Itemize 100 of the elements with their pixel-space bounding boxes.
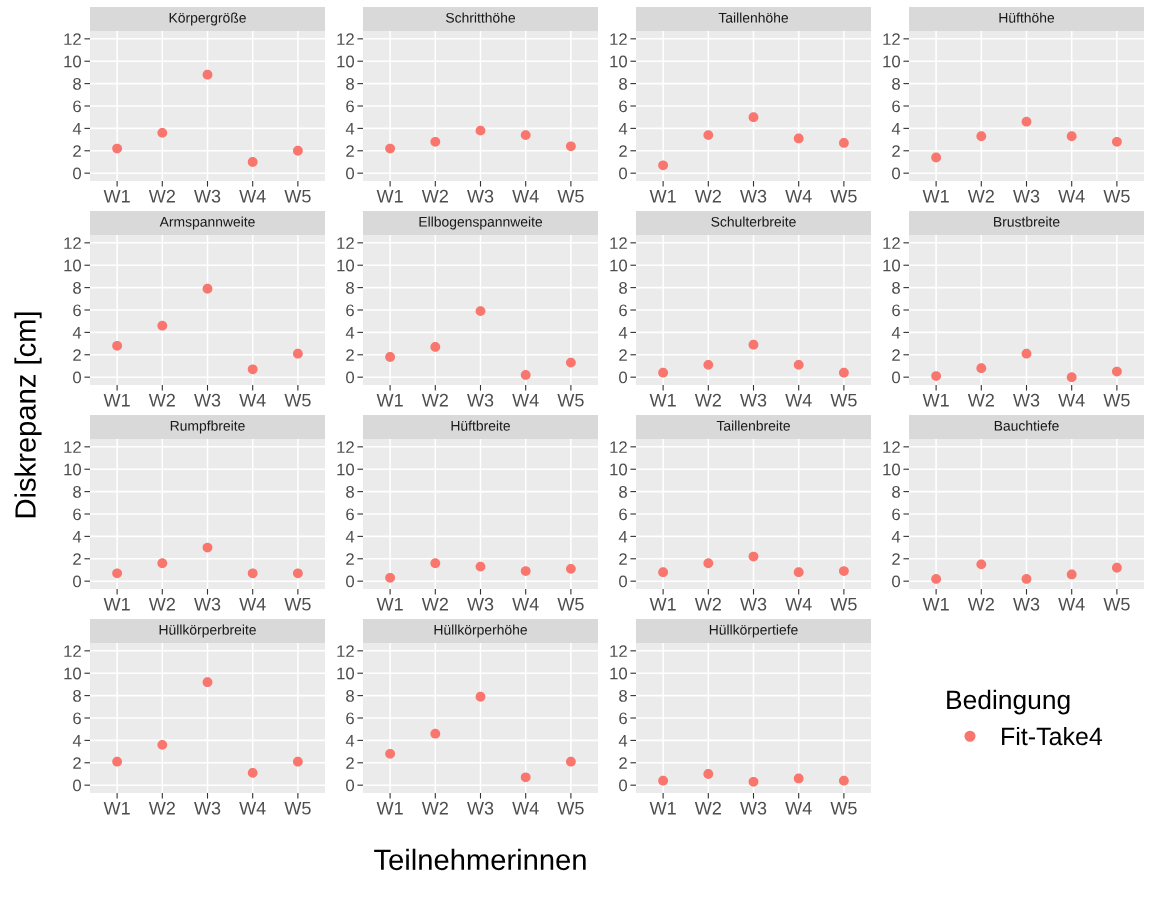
y-tick-label: 4 (891, 326, 901, 339)
point (1066, 131, 1077, 142)
point (838, 138, 849, 148)
x-tick-label: W2 (694, 597, 721, 611)
y-tick-label: 2 (73, 145, 81, 157)
y-tick-label: 2 (892, 145, 900, 157)
x-tick-label: W2 (421, 393, 448, 407)
y-tick-label: 0 (619, 575, 628, 588)
x-tick-label: W4 (785, 598, 812, 611)
y-tick-label: 0 (346, 575, 355, 588)
y-tick-label: 0 (73, 575, 82, 588)
point (565, 141, 576, 152)
x-tick-label: W1 (376, 598, 403, 611)
point (703, 359, 714, 370)
point (838, 566, 849, 576)
y-tick-label: 8 (892, 282, 900, 294)
x-tick-label: W5 (1103, 598, 1130, 611)
x-tick-label: W3 (467, 393, 494, 407)
x-tick-label: W4 (1058, 190, 1085, 203)
point (202, 677, 213, 688)
y-tick-label: 8 (73, 282, 81, 294)
point (658, 775, 669, 786)
y-tick-label: 4 (345, 530, 355, 543)
x-tick-label: W5 (557, 598, 584, 611)
chart-title: Hüftbreite (451, 420, 510, 431)
point (793, 133, 804, 144)
y-tick-label: 0 (73, 371, 82, 384)
y-tick-label: 8 (619, 282, 627, 294)
y-tick-label: 2 (619, 349, 627, 361)
x-tick-label: W4 (239, 190, 266, 203)
y-tick-label: 2 (73, 553, 81, 565)
x-tick-label: W4 (512, 802, 539, 815)
chart-title: Taillenbreite (716, 420, 790, 431)
y-tick-label: 6 (892, 100, 900, 113)
x-tick-label: W2 (421, 801, 448, 815)
y-tick-label: 10 (883, 463, 901, 476)
x-tick-label: W2 (148, 393, 175, 407)
y-tick-label: 4 (72, 122, 82, 135)
point (1021, 116, 1032, 127)
x-tick-label: W1 (376, 190, 403, 203)
y-tick-label: 6 (892, 304, 900, 317)
x-tick-label: W1 (922, 598, 949, 611)
point (1111, 366, 1122, 377)
point (1066, 372, 1077, 383)
y-tick-label: 12 (883, 237, 900, 249)
y-tick-label: 6 (619, 508, 627, 521)
x-tick-label: W3 (194, 597, 221, 611)
point (931, 371, 942, 381)
y-tick-label: 4 (618, 326, 628, 339)
x-tick-label: W3 (1013, 393, 1040, 407)
y-tick-label: 12 (64, 645, 81, 657)
y-tick-label: 10 (883, 55, 901, 68)
y-tick-label: 10 (337, 463, 355, 476)
y-tick-label: 4 (891, 122, 901, 135)
x-tick-label: W1 (922, 394, 949, 407)
x-tick-label: W2 (148, 189, 175, 203)
y-tick-label: 4 (72, 326, 82, 339)
y-tick-label: 12 (337, 33, 354, 45)
x-tick-label: W5 (284, 598, 311, 611)
x-tick-label: W3 (194, 189, 221, 203)
point (658, 160, 669, 171)
y-axis-title: Diskrepanz [cm] (14, 312, 42, 518)
point (430, 558, 441, 569)
x-tick-label: W1 (103, 598, 130, 611)
chart-title: Schulterbreite (711, 216, 796, 227)
y-tick-label: 12 (883, 33, 900, 45)
x-tick-label: W1 (922, 190, 949, 203)
y-tick-label: 2 (346, 349, 354, 361)
x-tick-label: W1 (649, 190, 676, 203)
x-tick-label: W1 (376, 802, 403, 815)
y-tick-label: 12 (610, 645, 627, 657)
y-tick-label: 6 (73, 712, 81, 725)
y-tick-label: 2 (892, 349, 900, 361)
y-tick-label: 4 (618, 734, 628, 747)
x-tick-label: W1 (649, 598, 676, 611)
y-tick-label: 6 (346, 304, 354, 317)
x-tick-label: W2 (967, 189, 994, 203)
y-tick-label: 0 (619, 167, 628, 180)
point (112, 143, 123, 154)
y-tick-label: 2 (73, 349, 81, 361)
point (475, 125, 486, 136)
chart-title: Schritthöhe (446, 12, 516, 23)
x-tick-label: W4 (512, 394, 539, 407)
x-tick-label: W2 (694, 189, 721, 203)
chart-title: Brustbreite (994, 216, 1060, 227)
y-tick-label: 0 (346, 167, 355, 180)
x-tick-label: W3 (740, 189, 767, 203)
x-tick-label: W4 (1058, 598, 1085, 611)
point (748, 776, 759, 787)
x-tick-label: W5 (1103, 190, 1130, 203)
x-tick-label: W3 (467, 597, 494, 611)
point (520, 566, 531, 576)
y-tick-label: 6 (73, 304, 81, 317)
y-tick-label: 8 (346, 78, 354, 90)
point (247, 767, 258, 778)
point (793, 359, 804, 370)
point (565, 357, 576, 368)
y-tick-label: 12 (610, 33, 627, 45)
y-tick-label: 6 (619, 100, 627, 113)
y-tick-label: 2 (619, 757, 627, 769)
